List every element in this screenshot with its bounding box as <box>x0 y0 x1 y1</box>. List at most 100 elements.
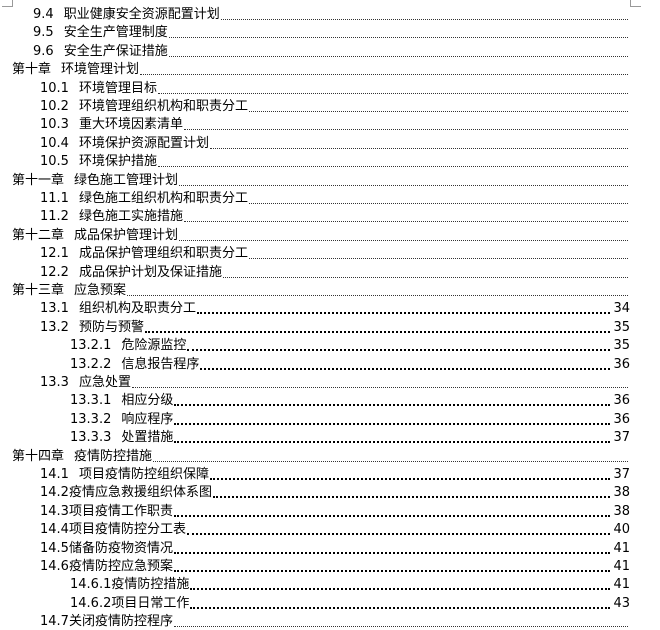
toc-entry[interactable]: 14.6 疫情防控应急预案 41 <box>40 557 630 575</box>
toc-entry-number: 10.3 <box>40 117 69 133</box>
toc-entry[interactable]: 10.3 重大环境因素清单 <box>40 115 630 133</box>
toc-entry-number: 14.2 <box>40 485 69 501</box>
toc-entry-number: 11.2 <box>40 209 69 225</box>
toc-entry[interactable]: 14.5 储备防疫物资情况 41 <box>40 539 630 557</box>
toc-entry-title: 相应分级 <box>121 393 174 409</box>
dot-leader <box>200 367 610 370</box>
dot-leader <box>187 348 610 352</box>
toc-entry-page: 41 <box>613 540 630 556</box>
toc-entry-number: 14.1 <box>40 467 69 482</box>
toc-entry-title: 环境管理计划 <box>61 62 140 78</box>
toc-entry-number: 13.3.1 <box>70 393 112 409</box>
toc-entry-title: 环境保护资源配置计划 <box>78 135 209 151</box>
dot-leader <box>157 92 628 94</box>
dot-leader <box>173 569 610 572</box>
toc-entry[interactable]: 13.1 组织机构及职责分工 34 <box>40 299 630 317</box>
toc-entry[interactable]: 14.6.1 疫情防控措施 41 <box>70 575 630 593</box>
toc-entry-number: 第十三章 <box>12 283 65 298</box>
toc-entry-title: 成品保护管理计划 <box>74 227 179 243</box>
toc-entry[interactable]: 14.2 疫情应急救援组织体系图 38 <box>40 483 630 501</box>
toc-entry[interactable]: 第十三章 应急预案 <box>12 281 630 299</box>
toc-entry-number: 12.2 <box>40 264 69 280</box>
toc-entry[interactable]: 13.3.2 响应程序 36 <box>70 410 630 428</box>
toc-entry-title: 疫情防控应急预案 <box>68 559 173 574</box>
toc-entry[interactable]: 13.2.1 危险源监控 35 <box>70 336 630 354</box>
toc-entry[interactable]: 10.4 环境保护资源配置计划 <box>40 134 630 152</box>
toc-entry-number: 14.6 <box>40 559 69 574</box>
toc-entry-number: 第十二章 <box>12 227 65 243</box>
toc-entry-number: 10.5 <box>40 154 69 170</box>
dot-leader <box>173 551 610 554</box>
toc-entry[interactable]: 12.1 成品保护管理组织和职责分工 <box>40 244 630 262</box>
toc-entry[interactable]: 13.3 应急处置 <box>40 373 630 391</box>
toc-entry-title: 环境保护措施 <box>78 154 157 170</box>
toc-entry-number: 13.3 <box>40 375 69 390</box>
toc-entry-number: 第十章 <box>12 62 52 78</box>
toc-entry[interactable]: 9.4 职业健康安全资源配置计划 <box>33 5 630 23</box>
toc-entry-number: 11.1 <box>40 191 69 206</box>
dot-leader <box>209 147 628 149</box>
dot-leader <box>248 110 628 112</box>
toc-entry[interactable]: 10.1 环境管理目标 <box>40 79 630 97</box>
dot-leader <box>174 440 610 444</box>
toc-entry[interactable]: 13.2 预防与预警 35 <box>40 318 630 336</box>
dot-leader <box>179 239 628 241</box>
toc-entry-title: 绿色施工管理计划 <box>74 172 179 188</box>
toc-entry[interactable]: 14.3 项目疫情工作职责 38 <box>40 502 630 520</box>
toc-entry-title: 应急处置 <box>78 375 131 390</box>
dot-leader <box>212 495 610 499</box>
dot-leader <box>174 403 610 407</box>
toc-entry-title: 疫情应急救援组织体系图 <box>68 485 212 501</box>
toc-entry-title: 危险源监控 <box>121 338 187 354</box>
dot-leader <box>157 165 628 168</box>
dot-leader <box>153 460 628 462</box>
toc-entry-number: 第十一章 <box>12 172 65 188</box>
toc-entry[interactable]: 14.4 项目疫情防控分工表 40 <box>40 520 630 538</box>
dot-leader <box>209 477 610 480</box>
toc-entry-title: 安全生产保证措施 <box>63 43 168 59</box>
toc-entry-number: 10.2 <box>40 99 69 114</box>
toc-entry[interactable]: 第十一章 绿色施工管理计划 <box>12 171 630 189</box>
toc-entry[interactable]: 10.2 环境管理组织机构和职责分工 <box>40 97 630 115</box>
toc-entry[interactable]: 9.6 安全生产保证措施 <box>33 42 630 60</box>
toc-entry-page: 38 <box>613 503 630 519</box>
toc-entry-page: 41 <box>613 559 630 574</box>
toc-entry-number: 14.6.1 <box>70 577 112 593</box>
toc-entry[interactable]: 14.1 项目疫情防控组织保障 37 <box>40 465 630 483</box>
toc-entry-title: 成品保护管理组织和职责分工 <box>78 246 248 262</box>
toc-entry[interactable]: 第十章 环境管理计划 <box>12 60 630 78</box>
toc-entry-title: 环境管理组织机构和职责分工 <box>78 99 248 114</box>
toc-entry-page: 36 <box>613 393 630 409</box>
toc-entry-page: 35 <box>613 338 630 354</box>
toc-entry-title: 预防与预警 <box>78 319 144 335</box>
toc-entry[interactable]: 11.2 绿色施工实施措施 <box>40 207 630 225</box>
toc-entry[interactable]: 12.2 成品保护计划及保证措施 <box>40 263 630 281</box>
toc-entry-number: 9.5 <box>33 25 54 41</box>
toc-entry-number: 13.2.2 <box>70 356 112 372</box>
toc-entry[interactable]: 第十二章 成品保护管理计划 <box>12 226 630 244</box>
toc-entry[interactable]: 13.3.3 处置措施 37 <box>70 428 630 446</box>
dot-leader <box>173 514 610 517</box>
toc-entry-page: 43 <box>613 595 630 611</box>
corner-crop-mark-right <box>630 0 641 7</box>
toc-entry[interactable]: 14.6.2 项目日常工作 43 <box>70 594 630 612</box>
dot-leader <box>183 220 628 223</box>
dot-leader <box>168 55 628 57</box>
toc-entry-number: 10.1 <box>40 80 69 96</box>
toc-entry[interactable]: 9.5 安全生产管理制度 <box>33 23 630 41</box>
toc-entry[interactable]: 10.5 环境保护措施 <box>40 152 630 170</box>
toc-entry[interactable]: 13.3.1 相应分级 36 <box>70 391 630 409</box>
toc-entry-title: 处置措施 <box>121 430 174 446</box>
dot-leader <box>127 294 628 296</box>
toc-entry-number: 14.5 <box>40 540 69 556</box>
toc-entry-title: 项目疫情工作职责 <box>68 503 173 519</box>
toc-entry-number: 14.3 <box>40 503 69 519</box>
toc-entry[interactable]: 13.2.2 信息报告程序 36 <box>70 355 630 373</box>
toc-entry-title: 储备防疫物资情况 <box>68 540 173 556</box>
dot-leader <box>131 386 628 388</box>
toc-entry-number: 10.4 <box>40 135 69 151</box>
toc-entry[interactable]: 14.7 关闭疫情防控程序 <box>40 612 630 630</box>
toc-entry[interactable]: 第十四章 疫情防控措施 <box>12 447 630 465</box>
toc-entry[interactable]: 11.1 绿色施工组织机构和职责分工 <box>40 189 630 207</box>
toc-entry-number: 14.7 <box>40 614 69 630</box>
